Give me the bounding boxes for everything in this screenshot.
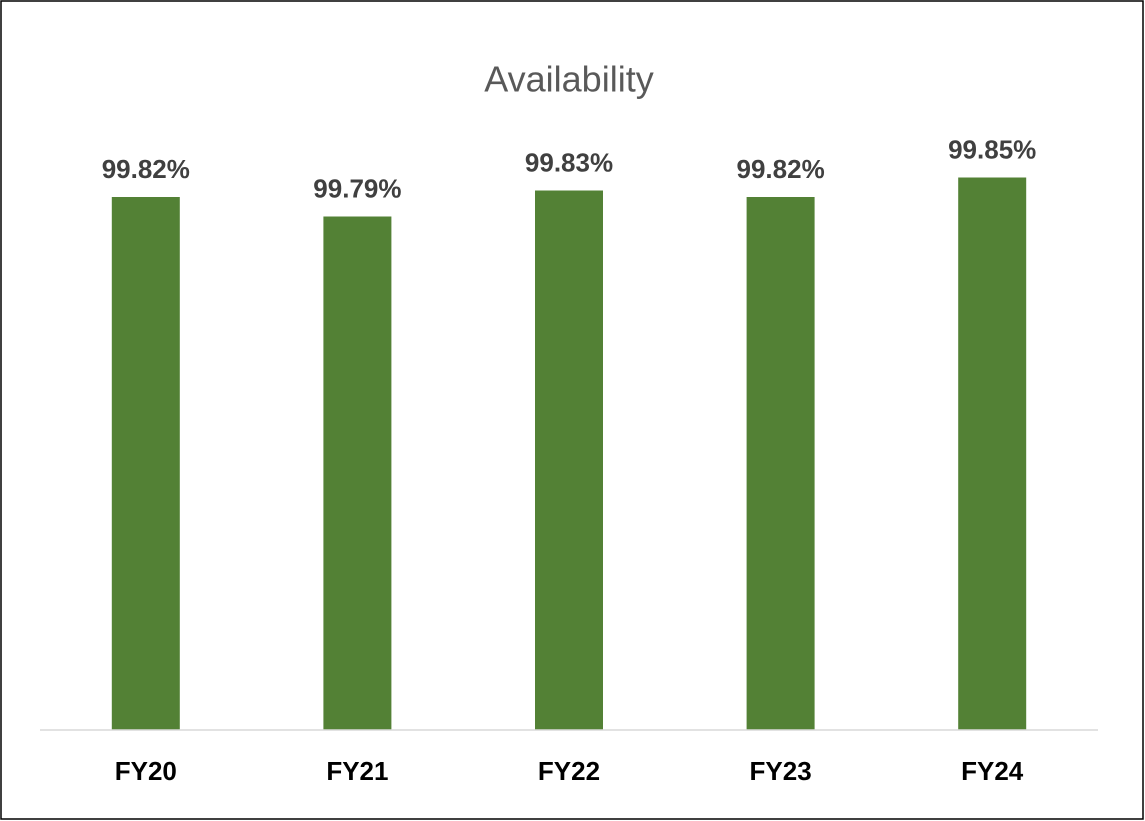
x-tick-label: FY23 [750, 756, 812, 786]
x-tick-label: FY21 [326, 756, 388, 786]
x-tick-label: FY24 [961, 756, 1024, 786]
bar [323, 216, 392, 730]
data-label: 99.82% [737, 154, 825, 184]
bar [746, 197, 815, 730]
data-label: 99.83% [525, 147, 613, 177]
data-label: 99.82% [102, 154, 190, 184]
bar [958, 177, 1027, 730]
data-label: 99.85% [948, 134, 1036, 164]
chart-title: Availability [484, 59, 653, 100]
x-tick-label: FY22 [538, 756, 600, 786]
x-tick-label: FY20 [115, 756, 177, 786]
data-label: 99.79% [313, 173, 401, 203]
bar [535, 190, 603, 730]
bar [111, 197, 180, 730]
